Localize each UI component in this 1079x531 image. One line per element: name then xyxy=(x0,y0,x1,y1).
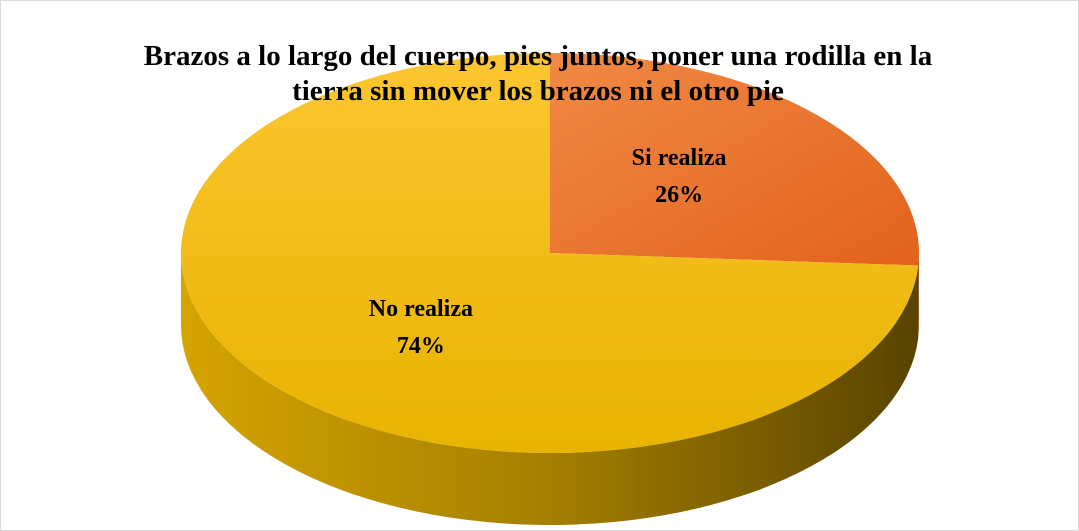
slice-value-label: 74% xyxy=(397,333,445,359)
slice-side xyxy=(181,253,919,526)
slice xyxy=(550,53,919,266)
slice-value-label: 26% xyxy=(655,182,703,208)
chart-title: Brazos a lo largo del cuerpo, pies junto… xyxy=(143,40,933,107)
slice-category-label: Si realiza xyxy=(632,145,727,171)
slice xyxy=(181,53,919,453)
slice-category-label: No realiza xyxy=(369,296,473,322)
slice-side xyxy=(918,253,919,338)
